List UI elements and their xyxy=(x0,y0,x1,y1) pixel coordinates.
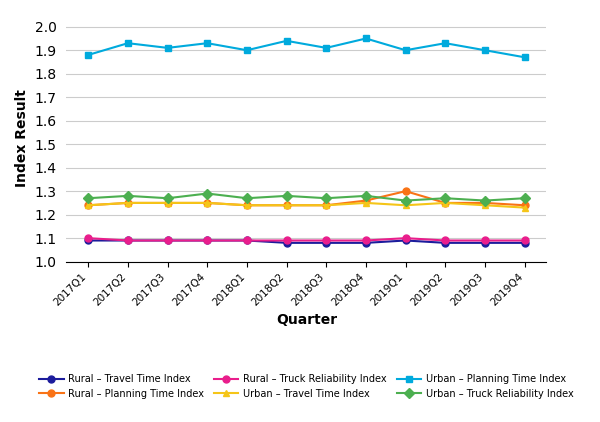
Rural – Truck Reliability Index xyxy=(124,238,131,243)
Line: Rural – Truck Reliability Index: Rural – Truck Reliability Index xyxy=(85,235,528,244)
Rural – Truck Reliability Index xyxy=(203,238,211,243)
Rural – Travel Time Index xyxy=(402,238,409,243)
Rural – Truck Reliability Index xyxy=(402,235,409,241)
Rural – Planning Time Index xyxy=(244,203,251,208)
Rural – Planning Time Index xyxy=(402,189,409,194)
Rural – Travel Time Index xyxy=(323,240,330,245)
Urban – Planning Time Index xyxy=(85,52,92,57)
Y-axis label: Index Result: Index Result xyxy=(15,89,29,187)
Urban – Planning Time Index xyxy=(362,36,370,41)
Urban – Truck Reliability Index xyxy=(362,193,370,198)
Urban – Travel Time Index xyxy=(481,203,488,208)
Rural – Planning Time Index xyxy=(283,203,290,208)
Line: Rural – Travel Time Index: Rural – Travel Time Index xyxy=(85,237,528,246)
Rural – Travel Time Index xyxy=(362,240,370,245)
Legend: Rural – Travel Time Index, Rural – Planning Time Index, Rural – Truck Reliabilit: Rural – Travel Time Index, Rural – Plann… xyxy=(35,370,577,403)
Rural – Planning Time Index xyxy=(323,203,330,208)
Line: Urban – Travel Time Index: Urban – Travel Time Index xyxy=(85,200,528,211)
Urban – Planning Time Index xyxy=(203,41,211,46)
Rural – Travel Time Index xyxy=(244,238,251,243)
Urban – Travel Time Index xyxy=(521,205,528,210)
Urban – Truck Reliability Index xyxy=(203,191,211,196)
Rural – Truck Reliability Index xyxy=(362,238,370,243)
Urban – Travel Time Index xyxy=(323,203,330,208)
Urban – Travel Time Index xyxy=(244,203,251,208)
Urban – Planning Time Index xyxy=(521,55,528,60)
Rural – Travel Time Index xyxy=(442,240,449,245)
Urban – Truck Reliability Index xyxy=(85,196,92,201)
Rural – Truck Reliability Index xyxy=(244,238,251,243)
Urban – Planning Time Index xyxy=(481,48,488,53)
Urban – Truck Reliability Index xyxy=(402,198,409,203)
Urban – Truck Reliability Index xyxy=(323,196,330,201)
Rural – Planning Time Index xyxy=(85,203,92,208)
Urban – Truck Reliability Index xyxy=(244,196,251,201)
Urban – Truck Reliability Index xyxy=(442,196,449,201)
Urban – Truck Reliability Index xyxy=(124,193,131,198)
Line: Urban – Truck Reliability Index: Urban – Truck Reliability Index xyxy=(85,190,528,204)
Urban – Travel Time Index xyxy=(362,200,370,206)
Rural – Truck Reliability Index xyxy=(85,235,92,241)
Urban – Travel Time Index xyxy=(203,200,211,206)
Urban – Travel Time Index xyxy=(124,200,131,206)
Rural – Travel Time Index xyxy=(283,240,290,245)
Urban – Travel Time Index xyxy=(402,203,409,208)
Rural – Travel Time Index xyxy=(164,238,171,243)
Rural – Truck Reliability Index xyxy=(442,238,449,243)
Urban – Planning Time Index xyxy=(244,48,251,53)
Rural – Travel Time Index xyxy=(203,238,211,243)
Urban – Planning Time Index xyxy=(283,38,290,43)
Rural – Travel Time Index xyxy=(85,238,92,243)
Rural – Planning Time Index xyxy=(521,203,528,208)
Urban – Planning Time Index xyxy=(164,45,171,50)
Urban – Travel Time Index xyxy=(164,200,171,206)
Urban – Planning Time Index xyxy=(402,48,409,53)
Rural – Travel Time Index xyxy=(124,238,131,243)
X-axis label: Quarter: Quarter xyxy=(276,313,337,327)
Rural – Truck Reliability Index xyxy=(481,238,488,243)
Urban – Truck Reliability Index xyxy=(521,196,528,201)
Urban – Truck Reliability Index xyxy=(283,193,290,198)
Urban – Travel Time Index xyxy=(85,203,92,208)
Rural – Truck Reliability Index xyxy=(323,238,330,243)
Line: Rural – Planning Time Index: Rural – Planning Time Index xyxy=(85,188,528,209)
Rural – Planning Time Index xyxy=(164,200,171,206)
Rural – Truck Reliability Index xyxy=(283,238,290,243)
Rural – Travel Time Index xyxy=(521,240,528,245)
Rural – Planning Time Index xyxy=(362,198,370,203)
Rural – Planning Time Index xyxy=(124,200,131,206)
Urban – Truck Reliability Index xyxy=(164,196,171,201)
Urban – Planning Time Index xyxy=(442,41,449,46)
Rural – Truck Reliability Index xyxy=(521,238,528,243)
Urban – Travel Time Index xyxy=(442,200,449,206)
Urban – Travel Time Index xyxy=(283,203,290,208)
Rural – Truck Reliability Index xyxy=(164,238,171,243)
Line: Urban – Planning Time Index: Urban – Planning Time Index xyxy=(85,35,528,61)
Urban – Planning Time Index xyxy=(124,41,131,46)
Urban – Truck Reliability Index xyxy=(481,198,488,203)
Rural – Planning Time Index xyxy=(442,200,449,206)
Rural – Planning Time Index xyxy=(481,200,488,206)
Rural – Planning Time Index xyxy=(203,200,211,206)
Rural – Travel Time Index xyxy=(481,240,488,245)
Urban – Planning Time Index xyxy=(323,45,330,50)
